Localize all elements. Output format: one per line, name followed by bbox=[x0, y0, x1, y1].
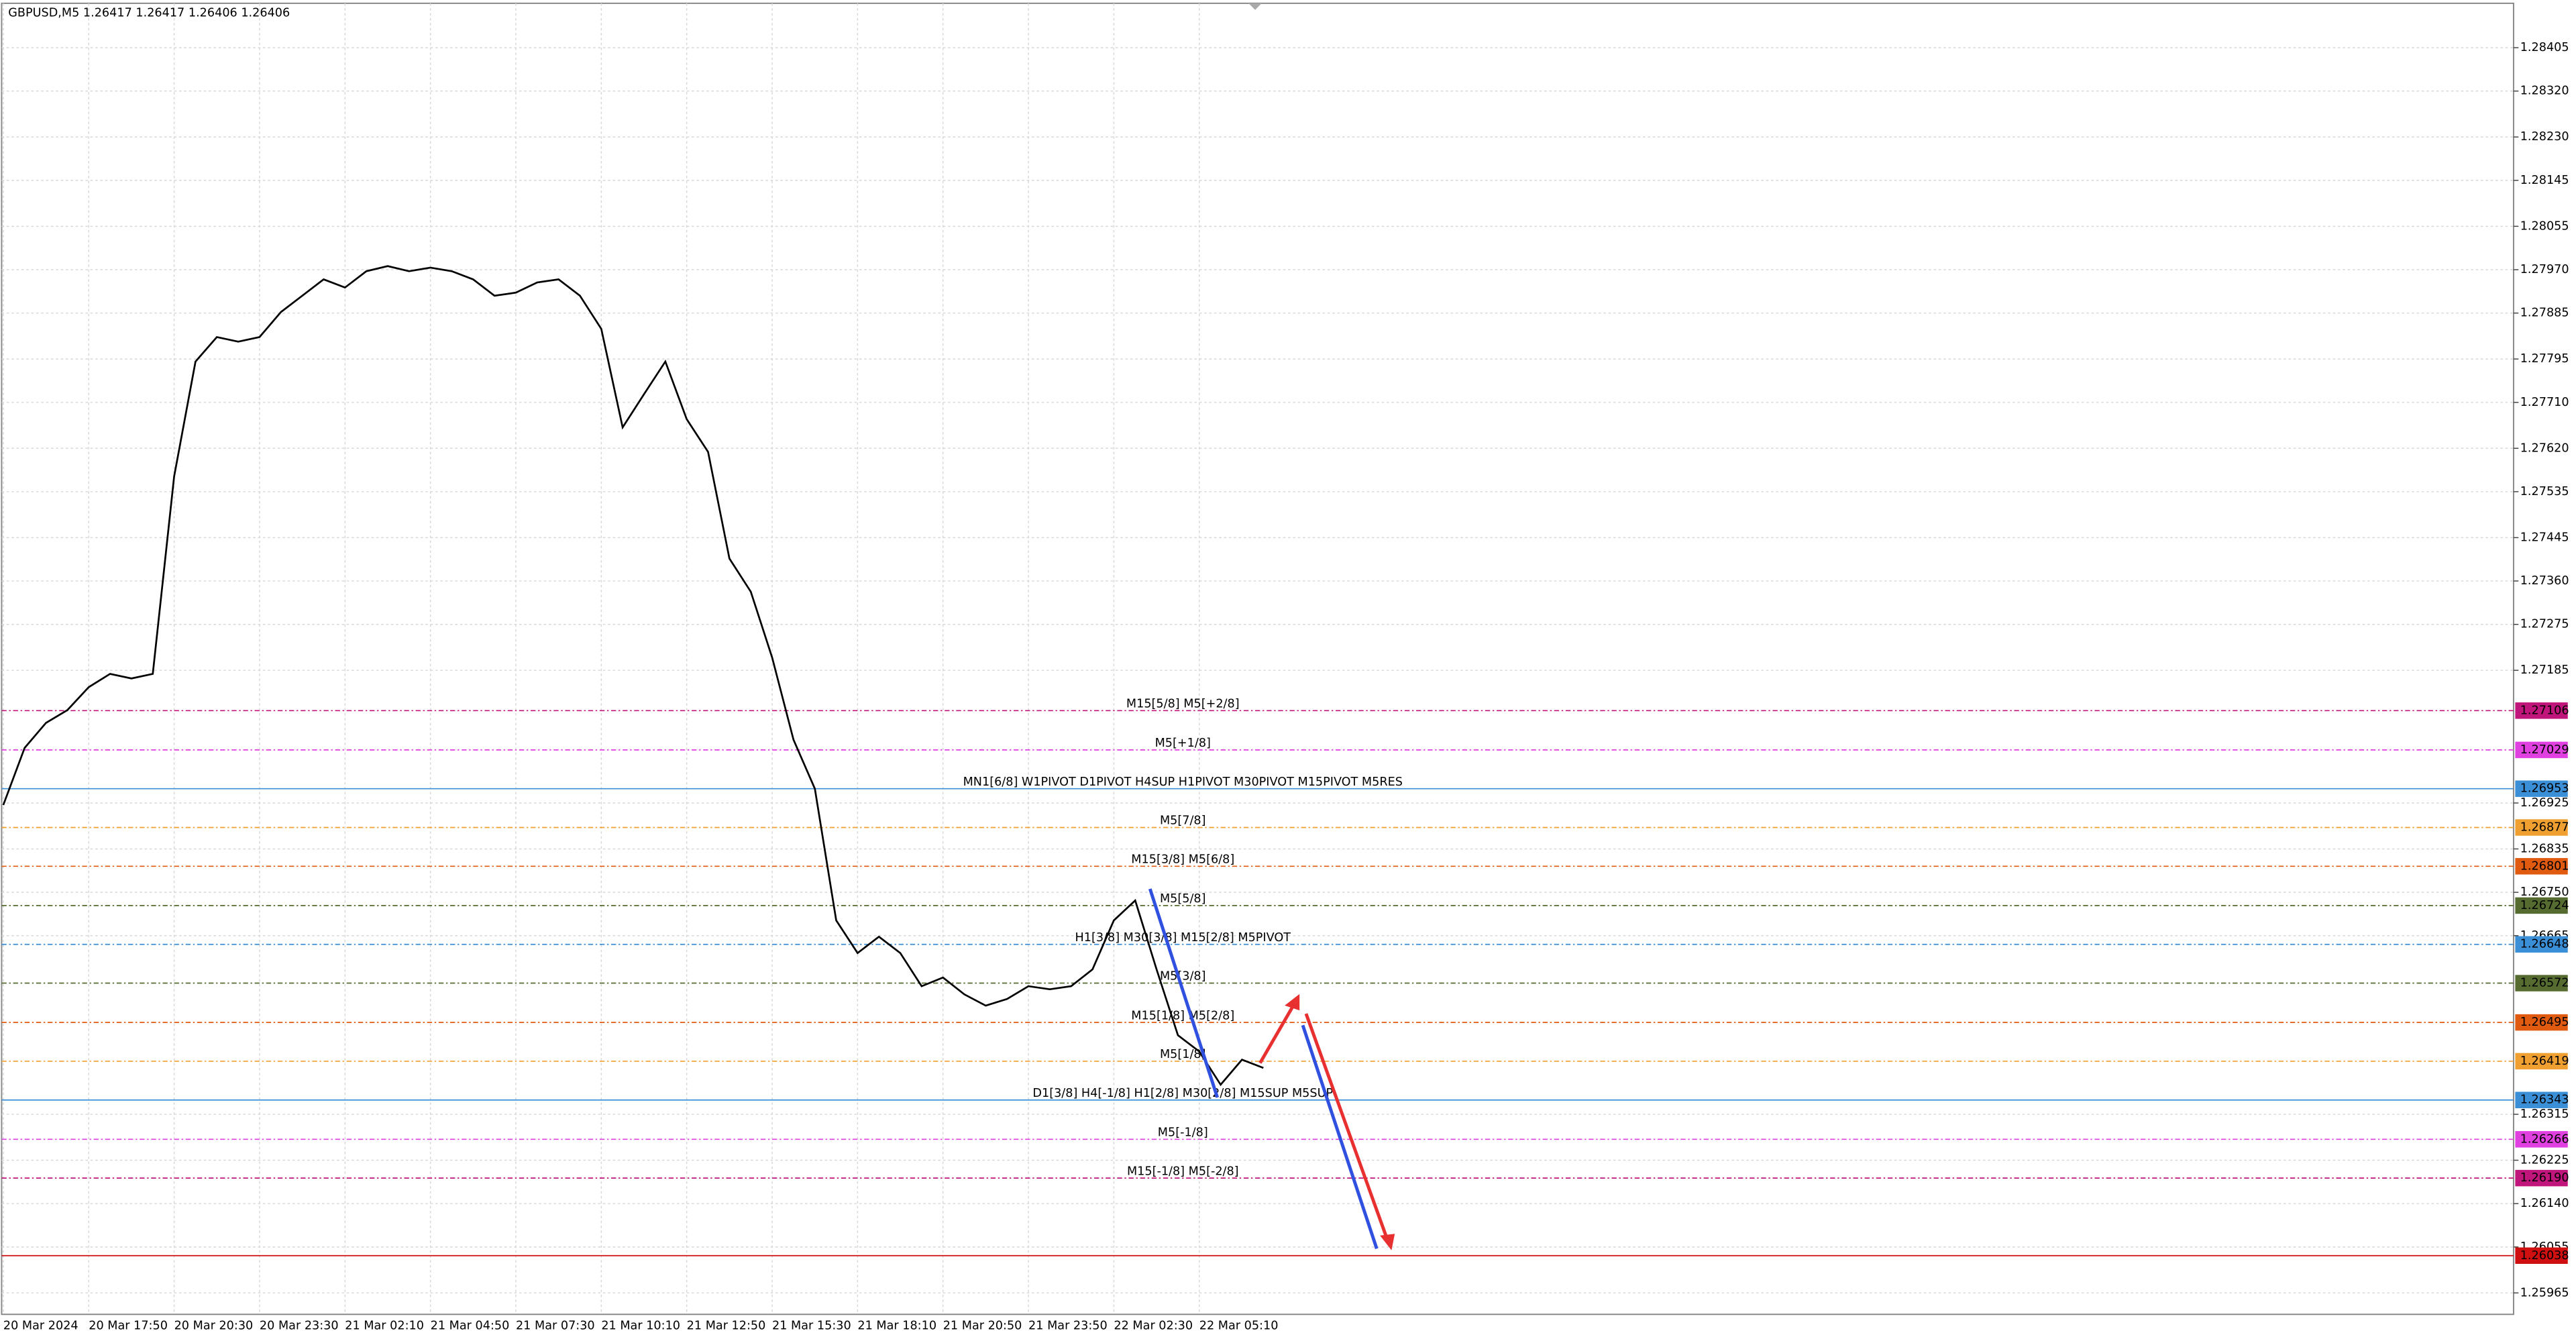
price-box-label: 1.26343 bbox=[2520, 1093, 2569, 1107]
level-label: M15[1/8] M5[2/8] bbox=[1131, 1009, 1234, 1022]
level-label: M15[3/8] M5[6/8] bbox=[1131, 853, 1234, 867]
price-box bbox=[2515, 1247, 2568, 1265]
level-label: M5[1/8] bbox=[1160, 1048, 1206, 1061]
y-tick-label: 1.28405 bbox=[2520, 41, 2569, 54]
levels: M15[5/8] M5[+2/8] M5[+1/8] MN1[6/8] W1PIVO… bbox=[1, 698, 2514, 1256]
level-label: M5[7/8] bbox=[1160, 814, 1206, 828]
price-box bbox=[2515, 819, 2568, 836]
level-label: M5[-1/8] bbox=[1158, 1126, 1208, 1140]
price-box-label: 1.26801 bbox=[2520, 859, 2569, 873]
price-box-label: 1.26266 bbox=[2520, 1132, 2569, 1146]
series bbox=[2, 265, 1264, 1087]
level-label: MN1[6/8] W1PIVOT D1PIVOT H4SUP H1PIVOT M… bbox=[963, 775, 1403, 789]
y-tick-label: 1.26925 bbox=[2520, 796, 2569, 810]
x-tick-label: 20 Mar 17:50 bbox=[89, 1319, 168, 1332]
y-tick-label: 1.27185 bbox=[2520, 663, 2569, 677]
level-label: M5[5/8] bbox=[1160, 892, 1206, 906]
arrow-head bbox=[1380, 1234, 1395, 1250]
y-tick-label: 1.28230 bbox=[2520, 130, 2569, 144]
price-box bbox=[2515, 1131, 2568, 1148]
arrow bbox=[1258, 1000, 1298, 1064]
x-tick-label: 22 Mar 05:10 bbox=[1199, 1319, 1279, 1332]
y-tick-label: 1.26315 bbox=[2520, 1108, 2569, 1121]
level-label: M15[-1/8] M5[-2/8] bbox=[1127, 1165, 1239, 1178]
x-tick-label: 21 Mar 18:10 bbox=[857, 1319, 936, 1332]
marker bbox=[1248, 3, 1262, 10]
arrow-head bbox=[1285, 994, 1300, 1011]
price-box-label: 1.26648 bbox=[2520, 938, 2569, 951]
chart-title: GBPUSD,M5 1.26417 1.26417 1.26406 1.2640… bbox=[8, 7, 290, 20]
x-tick-label: 21 Mar 07:30 bbox=[516, 1319, 595, 1332]
y-tick-label: 1.27360 bbox=[2520, 574, 2569, 588]
trend-line bbox=[1301, 1024, 1379, 1250]
level-label: M15[5/8] M5[+2/8] bbox=[1126, 698, 1240, 711]
y-tick-label: 1.28145 bbox=[2520, 174, 2569, 187]
price-box bbox=[2515, 1014, 2568, 1031]
price-box bbox=[2515, 936, 2568, 953]
trend-line bbox=[1148, 888, 1220, 1098]
price-box-label: 1.26953 bbox=[2520, 782, 2569, 796]
y-tick-label: 1.27445 bbox=[2520, 531, 2569, 544]
level-label: H1[3/8] M30[3/8] M15[2/8] M5PIVOT bbox=[1075, 931, 1291, 945]
price-box-label: 1.26495 bbox=[2520, 1016, 2569, 1029]
price-box-label: 1.26572 bbox=[2520, 977, 2569, 990]
x-tick-label: 22 Mar 02:30 bbox=[1114, 1319, 1193, 1332]
x-tick-label: 21 Mar 20:50 bbox=[943, 1319, 1022, 1332]
y-tick-label: 1.28320 bbox=[2520, 85, 2569, 98]
y-tick-label: 1.27710 bbox=[2520, 396, 2569, 409]
y-tick-label: 1.27275 bbox=[2520, 618, 2569, 631]
price-box-label: 1.26724 bbox=[2520, 899, 2569, 912]
level-label: D1[3/8] H4[-1/8] H1[2/8] M30[2/8] M15SUP… bbox=[1032, 1087, 1333, 1100]
price-box bbox=[2515, 897, 2568, 914]
x-tick-label: 21 Mar 23:50 bbox=[1028, 1319, 1108, 1332]
y-tick-label: 1.27535 bbox=[2520, 485, 2569, 498]
y-tick-label: 1.27795 bbox=[2520, 352, 2569, 366]
y-tick-label: 1.26225 bbox=[2520, 1154, 2569, 1167]
x-tick-label: 21 Mar 02:10 bbox=[345, 1319, 424, 1332]
annotations bbox=[1148, 3, 1395, 1250]
price-box bbox=[2515, 702, 2568, 719]
x-tick-label: 21 Mar 12:50 bbox=[687, 1319, 766, 1332]
y-tick-label: 1.26140 bbox=[2520, 1197, 2569, 1210]
plot-frame bbox=[1, 2, 2514, 1316]
level-label: M5[+1/8] bbox=[1155, 737, 1211, 750]
y-tick-label: 1.28055 bbox=[2520, 219, 2569, 233]
level-label: M5[3/8] bbox=[1160, 970, 1206, 983]
price-box bbox=[2515, 1053, 2568, 1070]
price-box-label: 1.26877 bbox=[2520, 821, 2569, 835]
arrow bbox=[1304, 1013, 1390, 1243]
price-box-label: 1.26190 bbox=[2520, 1171, 2569, 1185]
price-line bbox=[2, 265, 1264, 1087]
price-box bbox=[2515, 975, 2568, 992]
x-tick-label: 21 Mar 10:10 bbox=[601, 1319, 680, 1332]
price-box bbox=[2515, 780, 2568, 797]
y-tick-label: 1.25965 bbox=[2520, 1286, 2569, 1299]
price-box bbox=[2515, 1169, 2568, 1187]
x-tick-label: 21 Mar 15:30 bbox=[772, 1319, 851, 1332]
x-tick-label: 20 Mar 2024 bbox=[3, 1319, 78, 1332]
y-tick-label: 1.27885 bbox=[2520, 307, 2569, 320]
price-box bbox=[2515, 1091, 2568, 1108]
price-box bbox=[2515, 858, 2568, 875]
x-tick-label: 20 Mar 23:30 bbox=[260, 1319, 339, 1332]
price-box-label: 1.27029 bbox=[2520, 743, 2569, 757]
x-tick-label: 20 Mar 20:30 bbox=[174, 1319, 254, 1332]
price-box bbox=[2515, 741, 2568, 759]
y-tick-label: 1.27620 bbox=[2520, 441, 2569, 455]
price-box-label: 1.27106 bbox=[2520, 704, 2569, 717]
price-box-label: 1.26038 bbox=[2520, 1249, 2569, 1263]
y-tick-label: 1.26750 bbox=[2520, 886, 2569, 899]
x-tick-label: 21 Mar 04:50 bbox=[431, 1319, 510, 1332]
y-tick-label: 1.27970 bbox=[2520, 263, 2569, 276]
price-box-label: 1.26419 bbox=[2520, 1055, 2569, 1068]
y-tick-label: 1.26835 bbox=[2520, 842, 2569, 855]
